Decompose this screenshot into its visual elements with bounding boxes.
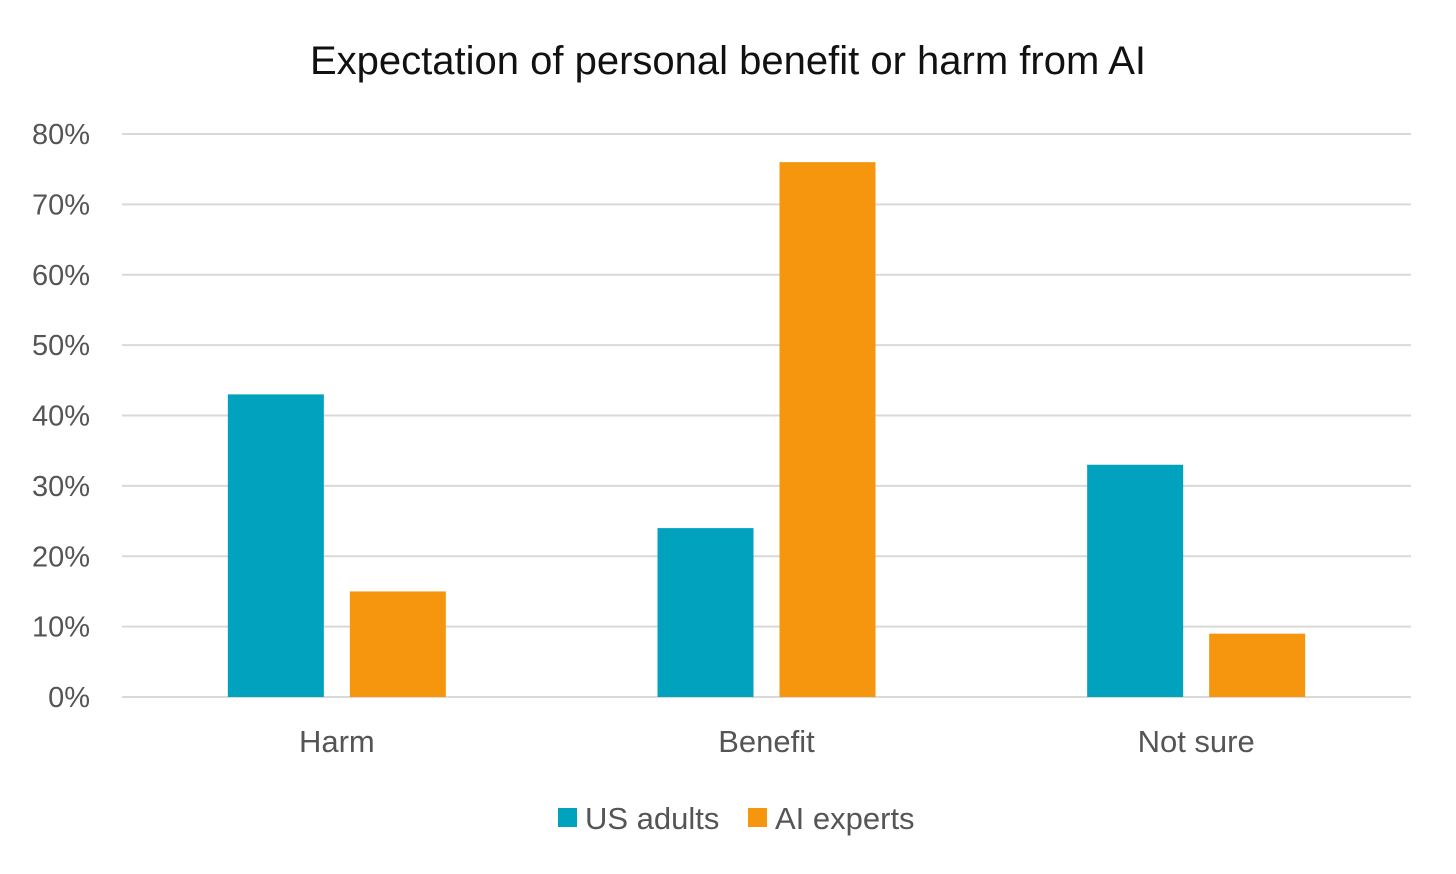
bar-ai-experts-harm: [349, 591, 446, 697]
bar-us-adults-not-sure: [1087, 464, 1184, 697]
x-category-label: Not sure: [1138, 724, 1255, 759]
bars: [227, 162, 1306, 697]
y-axis-tick-labels: 0% 10% 20% 30% 40% 50% 60% 70% 80%: [32, 119, 90, 714]
y-tick-label: 20%: [32, 541, 90, 573]
bar-us-adults-harm: [227, 394, 324, 697]
x-axis-category-labels: Harm Benefit Not sure: [299, 724, 1255, 759]
legend-swatch: [748, 808, 767, 827]
y-tick-label: 0%: [48, 682, 90, 714]
y-tick-label: 60%: [32, 260, 90, 292]
gridlines: [122, 133, 1411, 698]
x-category-label: Benefit: [718, 724, 815, 759]
legend-swatch: [558, 808, 577, 827]
bar-ai-experts-benefit: [779, 162, 876, 697]
y-tick-label: 10%: [32, 612, 90, 644]
y-tick-label: 40%: [32, 401, 90, 433]
bar-ai-experts-not-sure: [1209, 633, 1306, 697]
legend-label: AI experts: [775, 801, 915, 836]
x-category-label: Harm: [299, 724, 375, 759]
y-tick-label: 80%: [32, 119, 90, 151]
y-tick-label: 70%: [32, 189, 90, 221]
chart-title: Expectation of personal benefit or harm …: [310, 39, 1146, 83]
legend: US adults AI experts: [558, 801, 915, 836]
legend-label: US adults: [585, 801, 719, 836]
y-tick-label: 30%: [32, 471, 90, 503]
y-tick-label: 50%: [32, 330, 90, 362]
bar-us-adults-benefit: [657, 528, 754, 697]
